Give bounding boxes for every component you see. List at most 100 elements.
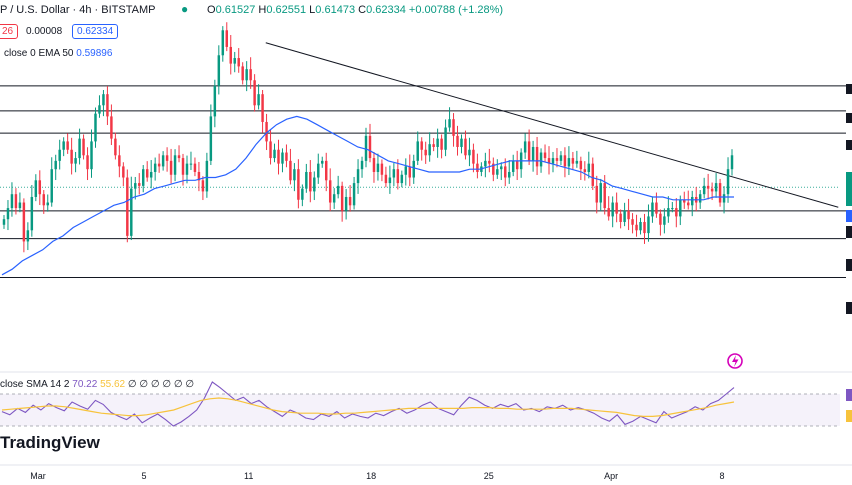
candle xyxy=(372,151,376,183)
candle xyxy=(356,159,360,194)
candle-body xyxy=(639,221,642,231)
oscillator-band xyxy=(0,394,840,426)
candle-body xyxy=(444,127,447,150)
candle xyxy=(62,137,65,157)
candle-body xyxy=(623,210,626,222)
candle-body xyxy=(14,194,18,209)
candle-body xyxy=(141,169,145,186)
candle xyxy=(237,48,240,73)
candle-body xyxy=(18,202,22,209)
alert-icon[interactable] xyxy=(727,353,743,369)
candle xyxy=(599,178,602,212)
candle-body xyxy=(225,30,229,47)
candle-body xyxy=(130,188,133,236)
candle xyxy=(380,159,384,182)
candle-body xyxy=(667,208,670,217)
rsi-ma-marker xyxy=(846,410,852,422)
candle xyxy=(169,148,173,184)
candle xyxy=(388,165,392,194)
candle xyxy=(344,188,348,220)
candle xyxy=(535,136,539,176)
candle xyxy=(631,213,634,234)
candle-body xyxy=(611,202,614,217)
candle-body xyxy=(269,141,272,159)
candle-body xyxy=(161,155,165,167)
candle xyxy=(281,148,284,173)
candle-body xyxy=(336,185,340,195)
candle xyxy=(221,26,225,62)
candle xyxy=(444,119,447,157)
candle xyxy=(551,151,555,173)
candle-body xyxy=(555,158,559,161)
candle xyxy=(114,132,117,160)
candle-body xyxy=(42,194,46,206)
candle xyxy=(189,151,193,171)
x-tick-label: 18 xyxy=(366,471,376,481)
candle xyxy=(360,156,364,178)
candle-body xyxy=(221,30,225,56)
candle-body xyxy=(309,171,312,192)
candle-body xyxy=(428,144,431,156)
candle-body xyxy=(50,169,53,203)
candle-body xyxy=(583,169,587,172)
candle xyxy=(138,173,141,195)
candle xyxy=(507,160,511,184)
candle xyxy=(523,133,527,159)
candle xyxy=(301,184,304,207)
candle-body xyxy=(659,213,662,225)
candle xyxy=(50,157,53,207)
candle-body xyxy=(169,160,173,175)
candle xyxy=(277,139,280,175)
candle xyxy=(468,137,471,167)
candle-body xyxy=(655,202,658,214)
candle xyxy=(58,139,61,170)
candle xyxy=(392,163,396,187)
candle-body xyxy=(408,166,412,178)
candle xyxy=(643,213,646,244)
candle xyxy=(448,107,451,132)
candle-body xyxy=(185,163,189,175)
candle-body xyxy=(348,196,352,206)
candle xyxy=(706,173,710,200)
candle xyxy=(424,141,427,164)
x-tick-label: 11 xyxy=(244,471,253,481)
candle xyxy=(456,125,459,156)
candle xyxy=(225,22,229,52)
price-marker xyxy=(846,210,852,222)
candle xyxy=(165,147,169,172)
candle xyxy=(718,178,722,207)
candle-body xyxy=(400,174,404,184)
candle xyxy=(42,190,46,214)
candle xyxy=(336,175,340,199)
candle xyxy=(432,138,435,152)
oscillator-legend: close SMA 14 2 70.22 55.62 ∅ ∅ ∅ ∅ ∅ ∅ xyxy=(0,379,194,390)
candle-body xyxy=(233,58,236,64)
candle-body xyxy=(432,144,435,147)
candle xyxy=(217,45,221,95)
candle-body xyxy=(138,183,141,186)
candle xyxy=(293,163,296,192)
candle xyxy=(118,145,121,178)
ohlc-change: +0.00788 (+1.28%) xyxy=(408,4,504,16)
candle xyxy=(515,150,519,181)
candle xyxy=(559,151,563,166)
candle xyxy=(408,154,412,187)
candle-body xyxy=(46,202,49,206)
candle-body xyxy=(476,163,479,172)
sell-button[interactable]: 26 xyxy=(0,24,19,39)
candle xyxy=(289,148,292,185)
candle-body xyxy=(603,183,606,209)
candle-body xyxy=(114,138,117,156)
candle xyxy=(102,90,105,117)
candle-body xyxy=(90,141,93,170)
buy-button[interactable]: 0.62334 xyxy=(72,24,119,39)
candle xyxy=(317,153,320,184)
candle-body xyxy=(647,216,650,234)
candle xyxy=(396,159,400,190)
candle-body xyxy=(2,219,6,225)
candle-body xyxy=(6,208,10,220)
candle-body xyxy=(289,160,292,181)
candle-body xyxy=(567,158,571,167)
candle-body xyxy=(484,160,487,167)
candle-body xyxy=(575,160,579,164)
